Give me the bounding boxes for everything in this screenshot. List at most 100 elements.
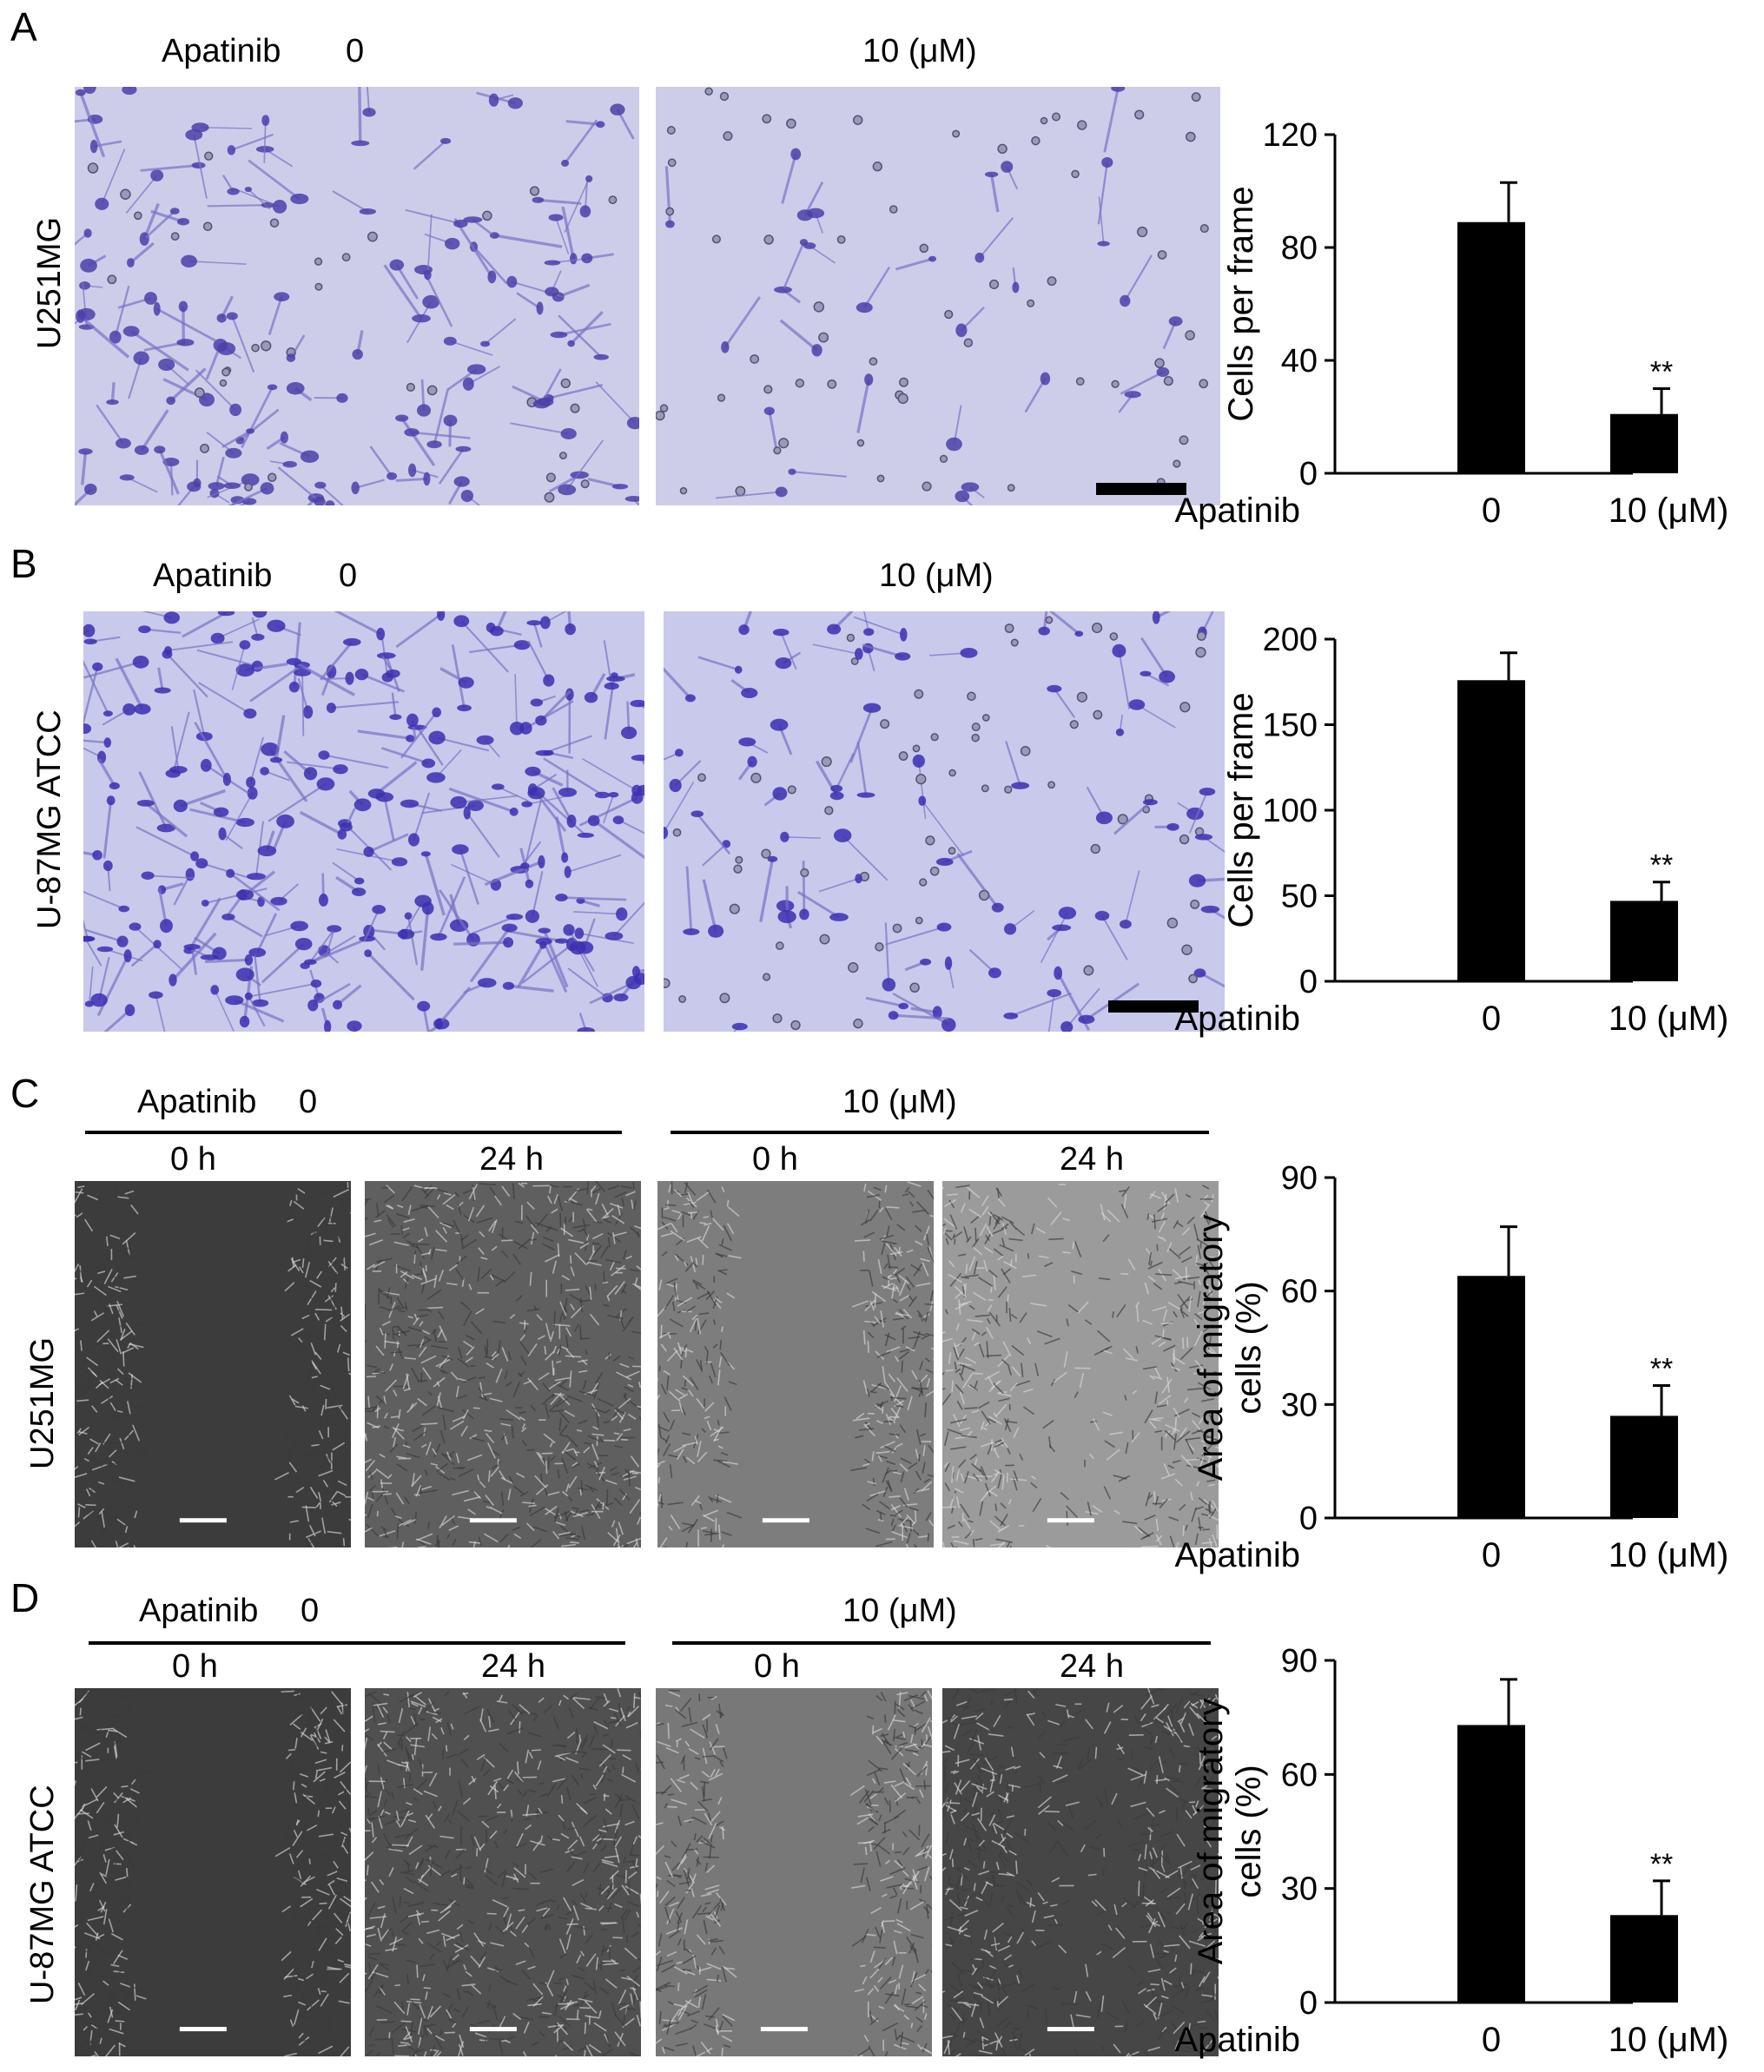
panel-label-b: B [10,541,37,586]
significance-marker: ** [1650,1353,1673,1386]
x-category-label: 10 (μM) [1609,1000,1729,1038]
x-axis-label: Apatinib [1174,492,1300,530]
y-tick-label: 90 [1281,1160,1318,1197]
panel-d-dose-0: 0 [301,1593,320,1629]
significance-marker: ** [1650,356,1673,389]
x-axis-label: Apatinib [1174,2021,1300,2059]
bar [1457,680,1525,981]
bar [1610,413,1678,473]
y-tick-label: 120 [1263,117,1318,154]
bar [1457,1276,1525,1518]
group-bracket-apatinib [672,1641,1211,1645]
transwell-image-a-control [75,87,639,505]
bar-chart-d: 0 30 60 90 0 ** 10 (μM) Apatinib Area of migrato… [1174,1633,1754,2067]
panel-c-cell-line: U251MG [24,1336,61,1469]
panel-d-dose-10: 10 (μM) [842,1593,957,1629]
significance-marker: ** [1650,1848,1673,1881]
scratch-image-d-apatinib-0h [656,1688,932,2056]
scratch-image-d-apatinib-24h [942,1688,1219,2056]
panel-a-dose-10: 10 (μM) [862,33,977,69]
y-axis-label: cells (%) [1230,1765,1268,1897]
y-axis-label: cells (%) [1230,1281,1268,1414]
y-axis-label: Area of migratory [1192,1699,1230,1965]
panel-c-time-1: 0 h [170,1141,216,1178]
group-bracket-control [85,1131,622,1134]
bar-chart-a: 0 40 80 120 0 ** 10 (μM) Apatinib Cells per fram… [1174,104,1754,538]
panel-c-time-2: 24 h [479,1141,544,1178]
bar-chart-c: 0 30 60 90 0 ** 10 (μM) Apatinib Area of migrato… [1174,1146,1754,1598]
significance-marker: ** [1650,849,1673,882]
group-bracket-control [89,1641,625,1645]
panel-c-time-4: 24 h [1060,1141,1124,1178]
x-category-label: 10 (μM) [1609,1536,1729,1574]
transwell-image-b-control [83,611,644,1032]
panel-b-treatment-label: Apatinib [153,558,273,594]
panel-d-treatment-label: Apatinib [139,1593,259,1629]
scratch-image-c-control-0h [75,1181,351,1547]
panel-c-dose-10: 10 (μM) [842,1084,957,1120]
y-tick-label: 0 [1299,964,1318,1000]
bar-chart-svg: 0 30 60 90 0 ** 10 (μM) Apatinib Area of migrato… [1174,1160,1729,1574]
y-tick-label: 150 [1263,708,1318,744]
x-category-label: 0 [1482,1000,1501,1038]
y-tick-label: 0 [1299,1985,1318,2022]
panel-b-dose-10: 10 (μM) [879,558,994,594]
y-tick-label: 80 [1281,230,1318,267]
y-axis-label: Cells per frame [1222,186,1260,421]
scale-bar [1108,1000,1199,1013]
bar-chart-svg: 0 40 80 120 0 ** 10 (μM) Apatinib Cells per fram… [1174,117,1729,530]
panel-b-cell-line: U-87MG ATCC [31,709,68,929]
x-axis-label: Apatinib [1174,1536,1300,1574]
panel-d-time-1: 0 h [172,1648,218,1685]
y-tick-label: 0 [1299,456,1318,492]
y-axis-label: Cells per frame [1222,692,1260,927]
y-tick-label: 50 [1281,879,1318,915]
bar [1610,1415,1678,1518]
y-tick-label: 30 [1281,1871,1318,1908]
scratch-image-c-control-24h [365,1181,641,1547]
bar [1457,1725,1525,2003]
bar [1610,1915,1678,2003]
panel-label-a: A [10,4,37,49]
transwell-image-a-apatinib [656,87,1220,505]
scratch-image-c-apatinib-24h [942,1181,1219,1547]
y-tick-label: 90 [1281,1643,1318,1679]
bar [1457,221,1525,473]
panel-a-treatment-label: Apatinib [162,33,281,69]
y-axis-label: Area of migratory [1192,1215,1230,1481]
group-bracket-apatinib [671,1131,1209,1134]
y-tick-label: 60 [1281,1757,1318,1793]
scale-bar [1096,483,1186,495]
bar-chart-svg: 0 50 100 150 200 0 ** 10 (μM) Apatinib Cells per … [1174,622,1729,1038]
y-tick-label: 0 [1299,1501,1318,1537]
bar-chart-b: 0 50 100 150 200 0 ** 10 (μM) Apatinib Cells per … [1174,608,1754,1042]
y-tick-label: 30 [1281,1387,1318,1423]
panel-c-treatment-label: Apatinib [137,1084,257,1120]
y-tick-label: 60 [1281,1274,1318,1310]
panel-c-time-3: 0 h [752,1141,798,1178]
x-category-label: 0 [1482,2021,1501,2059]
scratch-image-d-control-24h [365,1688,641,2056]
panel-a-dose-0: 0 [346,33,365,69]
scratch-image-d-control-0h [75,1688,351,2056]
panel-label-c: C [10,1071,40,1116]
panel-d-time-3: 0 h [754,1648,800,1685]
bar-chart-svg: 0 30 60 90 0 ** 10 (μM) Apatinib Area of migrato… [1174,1643,1729,2059]
transwell-image-b-apatinib [664,611,1225,1032]
y-tick-label: 200 [1263,622,1318,658]
panel-d-cell-line: U-87MG ATCC [24,1785,61,2004]
scratch-image-c-apatinib-0h [657,1181,934,1547]
x-category-label: 0 [1482,1536,1501,1574]
panel-c-dose-0: 0 [299,1084,318,1120]
x-axis-label: Apatinib [1174,1000,1300,1038]
panel-b-dose-0: 0 [339,558,358,594]
y-tick-label: 100 [1263,793,1318,829]
y-tick-label: 40 [1281,343,1318,379]
x-category-label: 10 (μM) [1609,2021,1729,2059]
bar [1610,901,1678,981]
panel-d-time-2: 24 h [481,1648,545,1685]
panel-d-time-4: 24 h [1060,1648,1124,1685]
panel-label-d: D [10,1575,40,1620]
panel-a-cell-line: U251MG [31,216,68,349]
x-category-label: 10 (μM) [1609,492,1729,530]
